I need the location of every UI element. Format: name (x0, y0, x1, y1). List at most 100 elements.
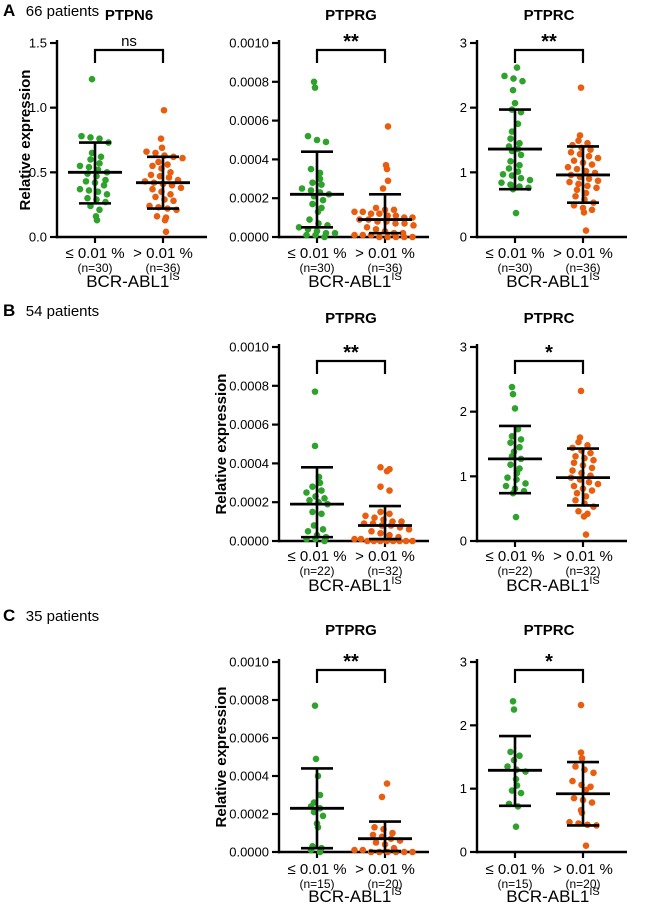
data-point (377, 463, 384, 471)
data-point (509, 697, 517, 705)
group-label: ≤ 0.01 % (485, 861, 544, 878)
data-point (390, 206, 398, 214)
significance-label: ** (343, 651, 359, 673)
data-point (570, 157, 578, 164)
data-point (379, 185, 387, 192)
data-point (507, 158, 514, 165)
data-point (311, 388, 319, 395)
data-point (322, 138, 330, 146)
y-tick-label: 1.5 (29, 36, 47, 51)
y-tick-label: 0.0008 (229, 693, 269, 708)
plot-a-ptpn6: PTPN6 Relative expression 0.0 0.5 1.0 1.5 ≤ 0.… (17, 7, 207, 291)
data-point (369, 831, 377, 839)
data-point (588, 206, 596, 214)
data-point (85, 163, 93, 171)
data-point (383, 165, 391, 173)
data-point (310, 522, 318, 529)
data-point (582, 786, 590, 794)
data-point (570, 482, 578, 490)
data-point (504, 763, 511, 770)
x-axis-title: BCR-ABL1IS (308, 271, 402, 291)
data-point (310, 808, 318, 816)
data-point (585, 175, 593, 183)
plot-title: PTPN6 (105, 7, 153, 24)
data-point (594, 154, 602, 162)
data-point (508, 128, 516, 135)
data-point (575, 507, 582, 515)
significance-label: * (545, 342, 553, 364)
group-n-label: (n=30) (497, 261, 532, 275)
plot-a-ptprc: PTPRC 0 1 2 3 ≤ 0.01 %(n=30) > 0.01 %(n=36) ** B… (460, 7, 627, 291)
data-point (582, 493, 590, 500)
data-point (590, 769, 597, 777)
data-point (377, 508, 384, 516)
group-1-points (76, 75, 112, 224)
data-point (383, 467, 391, 475)
data-point (392, 212, 400, 219)
data-point (578, 754, 586, 762)
data-point (577, 701, 585, 709)
group-label: ≤ 0.01 % (485, 245, 544, 262)
data-point (351, 846, 358, 854)
data-point (170, 197, 177, 205)
data-point (400, 848, 408, 856)
data-point (321, 495, 328, 502)
y-tick-label: 0.5 (29, 165, 47, 180)
data-point (580, 209, 588, 216)
data-point (502, 482, 510, 490)
panel-a-patients: 66 patients (25, 3, 100, 20)
group-n-label: (n=36) (565, 261, 600, 275)
data-point (87, 156, 94, 163)
group-label: ≤ 0.01 % (287, 861, 346, 878)
panel-a-header: A 66 patients (3, 1, 99, 21)
group-n-label: (n=15) (299, 877, 334, 891)
data-point (303, 231, 310, 239)
data-point (402, 537, 410, 545)
y-tick-label: 1 (460, 781, 467, 796)
data-point (155, 158, 162, 166)
data-point (161, 216, 169, 224)
y-tick-label: 0 (460, 534, 467, 549)
panel-b-letter: B (3, 301, 16, 320)
data-point (318, 510, 325, 518)
data-point (311, 84, 319, 91)
data-point (357, 535, 365, 543)
group-2-points (567, 387, 602, 538)
data-point (509, 86, 517, 94)
plot-title: PTPRG (325, 622, 377, 639)
data-point (372, 225, 380, 233)
significance-label: ** (541, 31, 557, 53)
data-point (508, 383, 516, 391)
data-point (157, 135, 165, 143)
data-point (363, 224, 371, 231)
data-point (585, 478, 593, 486)
data-point (400, 233, 408, 241)
group-1-points (498, 64, 534, 217)
data-point (165, 174, 173, 181)
data-point (588, 799, 596, 806)
group-2-points (564, 84, 602, 234)
y-tick-label: 0.0004 (229, 456, 269, 471)
group-n-label: (n=30) (299, 261, 334, 275)
data-point (584, 139, 591, 147)
data-point (516, 443, 523, 451)
group-label: > 0.01 % (355, 861, 415, 878)
data-point (570, 459, 578, 467)
data-point (594, 177, 602, 185)
data-point (577, 84, 585, 91)
plot-title: PTPRC (524, 622, 575, 639)
data-point (512, 823, 520, 830)
data-point (318, 181, 325, 188)
data-point (88, 75, 96, 83)
data-point (516, 139, 523, 147)
y-axis-label: Relative expression (17, 70, 34, 211)
y-tick-label: 0.0000 (229, 845, 269, 860)
data-point (573, 489, 581, 497)
data-point (331, 229, 339, 237)
plot-b-ptprc: PTPRC 0 1 2 3 ≤ 0.01 %(n=22) > 0.01 %(n=32) * BC… (460, 310, 627, 595)
y-tick-label: 0.0010 (229, 655, 269, 670)
data-point (359, 208, 367, 216)
data-point (508, 172, 516, 179)
panel-c-patients: 35 patients (25, 608, 100, 625)
